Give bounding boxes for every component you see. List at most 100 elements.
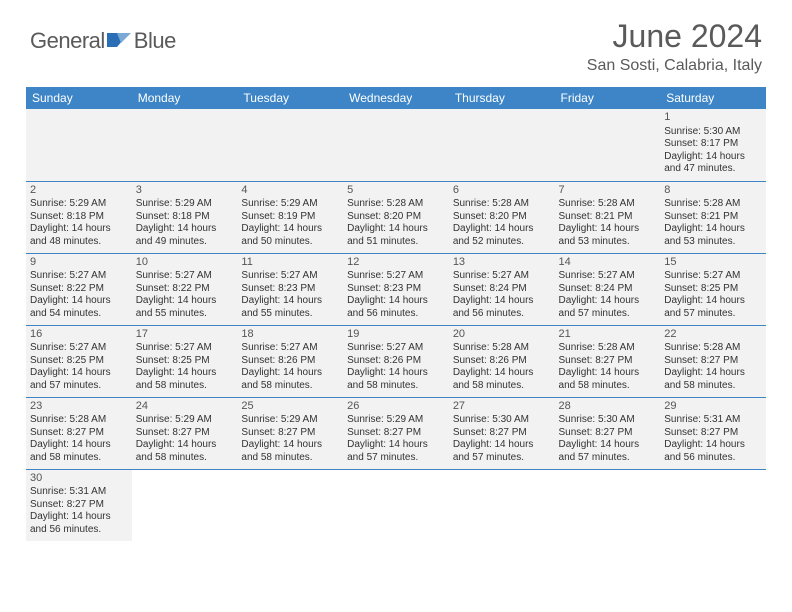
sunset-line: Sunset: 8:26 PM — [241, 355, 339, 368]
sunrise-line: Sunrise: 5:29 AM — [136, 198, 234, 211]
calendar-day-cell — [555, 109, 661, 181]
daylight-line: Daylight: 14 hours and 56 minutes. — [30, 511, 128, 536]
sunset-line: Sunset: 8:26 PM — [347, 355, 445, 368]
sunrise-line: Sunrise: 5:28 AM — [453, 198, 551, 211]
calendar-table: Sunday Monday Tuesday Wednesday Thursday… — [26, 87, 766, 541]
sunrise-line: Sunrise: 5:27 AM — [241, 342, 339, 355]
day-number: 21 — [559, 328, 657, 342]
daylight-line: Daylight: 14 hours and 51 minutes. — [347, 223, 445, 248]
sunrise-line: Sunrise: 5:30 AM — [664, 126, 762, 139]
calendar-week-row: 1Sunrise: 5:30 AMSunset: 8:17 PMDaylight… — [26, 109, 766, 181]
sunrise-line: Sunrise: 5:27 AM — [453, 270, 551, 283]
calendar-day-cell: 15Sunrise: 5:27 AMSunset: 8:25 PMDayligh… — [660, 253, 766, 325]
day-number: 27 — [453, 400, 551, 414]
calendar-day-cell: 11Sunrise: 5:27 AMSunset: 8:23 PMDayligh… — [237, 253, 343, 325]
day-number: 19 — [347, 328, 445, 342]
calendar-day-cell: 18Sunrise: 5:27 AMSunset: 8:26 PMDayligh… — [237, 325, 343, 397]
sunset-line: Sunset: 8:19 PM — [241, 211, 339, 224]
sunset-line: Sunset: 8:25 PM — [664, 283, 762, 296]
daylight-line: Daylight: 14 hours and 57 minutes. — [30, 367, 128, 392]
sunrise-line: Sunrise: 5:29 AM — [136, 414, 234, 427]
daylight-line: Daylight: 14 hours and 52 minutes. — [453, 223, 551, 248]
calendar-day-cell: 21Sunrise: 5:28 AMSunset: 8:27 PMDayligh… — [555, 325, 661, 397]
sunset-line: Sunset: 8:20 PM — [347, 211, 445, 224]
brand-logo: General Blue — [30, 28, 176, 54]
sunset-line: Sunset: 8:17 PM — [664, 138, 762, 151]
sunset-line: Sunset: 8:25 PM — [30, 355, 128, 368]
day-number: 13 — [453, 256, 551, 270]
daylight-line: Daylight: 14 hours and 57 minutes. — [453, 439, 551, 464]
calendar-day-cell — [237, 469, 343, 541]
sunset-line: Sunset: 8:23 PM — [241, 283, 339, 296]
daylight-line: Daylight: 14 hours and 58 minutes. — [241, 367, 339, 392]
sunset-line: Sunset: 8:27 PM — [664, 355, 762, 368]
daylight-line: Daylight: 14 hours and 57 minutes. — [664, 295, 762, 320]
calendar-day-cell — [343, 469, 449, 541]
sunrise-line: Sunrise: 5:27 AM — [347, 342, 445, 355]
weekday-header-row: Sunday Monday Tuesday Wednesday Thursday… — [26, 87, 766, 109]
daylight-line: Daylight: 14 hours and 57 minutes. — [347, 439, 445, 464]
day-number: 17 — [136, 328, 234, 342]
daylight-line: Daylight: 14 hours and 49 minutes. — [136, 223, 234, 248]
calendar-day-cell: 27Sunrise: 5:30 AMSunset: 8:27 PMDayligh… — [449, 397, 555, 469]
day-number: 25 — [241, 400, 339, 414]
daylight-line: Daylight: 14 hours and 56 minutes. — [453, 295, 551, 320]
sunrise-line: Sunrise: 5:30 AM — [559, 414, 657, 427]
sunset-line: Sunset: 8:21 PM — [664, 211, 762, 224]
sunrise-line: Sunrise: 5:28 AM — [347, 198, 445, 211]
day-number: 4 — [241, 184, 339, 198]
sunset-line: Sunset: 8:27 PM — [30, 499, 128, 512]
weekday-header: Saturday — [660, 87, 766, 109]
daylight-line: Daylight: 14 hours and 58 minutes. — [136, 439, 234, 464]
sunrise-line: Sunrise: 5:29 AM — [30, 198, 128, 211]
daylight-line: Daylight: 14 hours and 47 minutes. — [664, 151, 762, 176]
weekday-header: Wednesday — [343, 87, 449, 109]
calendar-day-cell: 12Sunrise: 5:27 AMSunset: 8:23 PMDayligh… — [343, 253, 449, 325]
sunrise-line: Sunrise: 5:27 AM — [241, 270, 339, 283]
day-number: 10 — [136, 256, 234, 270]
daylight-line: Daylight: 14 hours and 56 minutes. — [664, 439, 762, 464]
sunrise-line: Sunrise: 5:27 AM — [30, 270, 128, 283]
sunrise-line: Sunrise: 5:28 AM — [559, 342, 657, 355]
calendar-week-row: 9Sunrise: 5:27 AMSunset: 8:22 PMDaylight… — [26, 253, 766, 325]
sunrise-line: Sunrise: 5:27 AM — [136, 270, 234, 283]
calendar-day-cell — [132, 469, 238, 541]
calendar-day-cell: 16Sunrise: 5:27 AMSunset: 8:25 PMDayligh… — [26, 325, 132, 397]
sunrise-line: Sunrise: 5:28 AM — [30, 414, 128, 427]
calendar-week-row: 16Sunrise: 5:27 AMSunset: 8:25 PMDayligh… — [26, 325, 766, 397]
daylight-line: Daylight: 14 hours and 57 minutes. — [559, 439, 657, 464]
sunrise-line: Sunrise: 5:27 AM — [347, 270, 445, 283]
day-number: 26 — [347, 400, 445, 414]
day-number: 14 — [559, 256, 657, 270]
calendar-day-cell: 10Sunrise: 5:27 AMSunset: 8:22 PMDayligh… — [132, 253, 238, 325]
calendar-day-cell: 1Sunrise: 5:30 AMSunset: 8:17 PMDaylight… — [660, 109, 766, 181]
calendar-day-cell: 30Sunrise: 5:31 AMSunset: 8:27 PMDayligh… — [26, 469, 132, 541]
calendar-day-cell: 28Sunrise: 5:30 AMSunset: 8:27 PMDayligh… — [555, 397, 661, 469]
sunset-line: Sunset: 8:22 PM — [136, 283, 234, 296]
sunset-line: Sunset: 8:24 PM — [453, 283, 551, 296]
sunset-line: Sunset: 8:20 PM — [453, 211, 551, 224]
day-number: 11 — [241, 256, 339, 270]
day-number: 3 — [136, 184, 234, 198]
calendar-day-cell — [449, 109, 555, 181]
day-number: 28 — [559, 400, 657, 414]
sunrise-line: Sunrise: 5:27 AM — [559, 270, 657, 283]
day-number: 16 — [30, 328, 128, 342]
day-number: 30 — [30, 472, 128, 486]
calendar-day-cell: 29Sunrise: 5:31 AMSunset: 8:27 PMDayligh… — [660, 397, 766, 469]
calendar-day-cell — [26, 109, 132, 181]
sunrise-line: Sunrise: 5:28 AM — [453, 342, 551, 355]
weekday-header: Tuesday — [237, 87, 343, 109]
weekday-header: Thursday — [449, 87, 555, 109]
daylight-line: Daylight: 14 hours and 55 minutes. — [136, 295, 234, 320]
sunset-line: Sunset: 8:21 PM — [559, 211, 657, 224]
day-number: 29 — [664, 400, 762, 414]
calendar-day-cell — [343, 109, 449, 181]
day-number: 18 — [241, 328, 339, 342]
daylight-line: Daylight: 14 hours and 53 minutes. — [664, 223, 762, 248]
daylight-line: Daylight: 14 hours and 58 minutes. — [241, 439, 339, 464]
calendar-day-cell — [237, 109, 343, 181]
daylight-line: Daylight: 14 hours and 58 minutes. — [347, 367, 445, 392]
sunset-line: Sunset: 8:24 PM — [559, 283, 657, 296]
calendar-day-cell: 3Sunrise: 5:29 AMSunset: 8:18 PMDaylight… — [132, 181, 238, 253]
